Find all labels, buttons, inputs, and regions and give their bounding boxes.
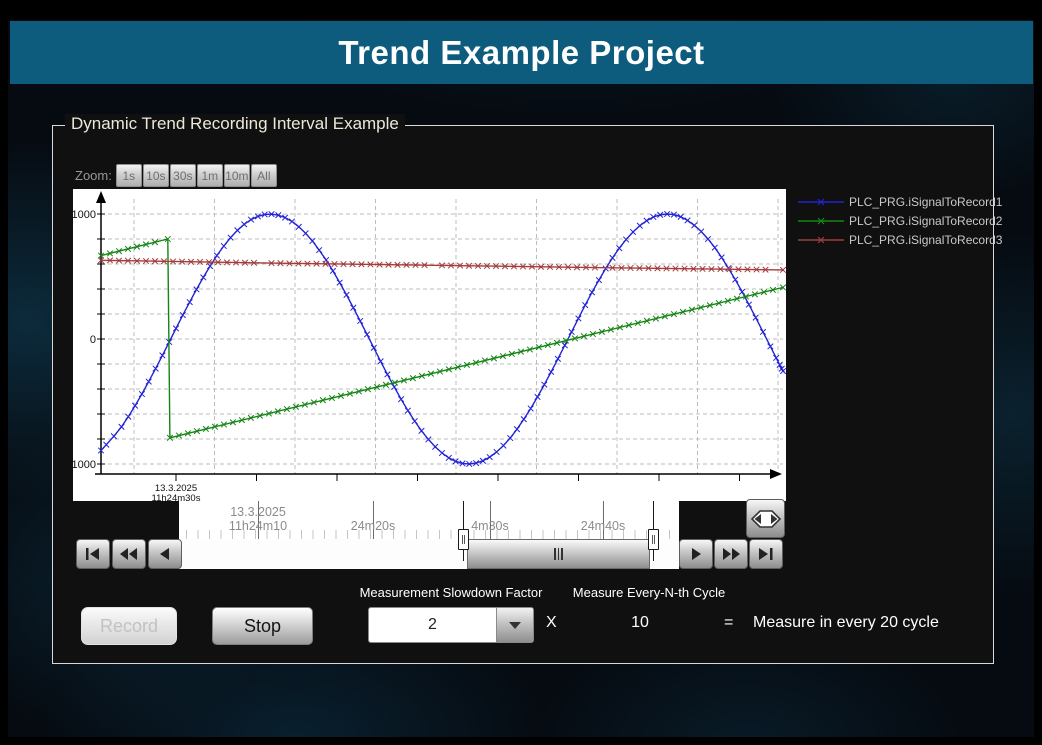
groupbox-title: Dynamic Trend Recording Interval Example — [65, 114, 405, 134]
fit-horizontal-icon — [750, 509, 781, 528]
svg-text:-1000: -1000 — [73, 459, 96, 471]
legend-line-green-icon — [798, 217, 844, 224]
ruler-time-label: 13.3.2025 11h24m10 — [228, 505, 288, 533]
svg-text:11h24m30s: 11h24m30s — [152, 493, 201, 501]
go-last-icon — [759, 548, 773, 560]
zoom-toolbar: Zoom: 1s 10s 30s 1m 10m All — [75, 164, 278, 187]
nth-value: 10 — [631, 614, 649, 631]
zoom-button-10m[interactable]: 10m — [223, 164, 250, 187]
zoom-button-1s[interactable]: 1s — [115, 164, 142, 187]
ruler-time-label: 24m20s — [350, 519, 396, 533]
step-back-button[interactable] — [148, 539, 182, 569]
go-first-icon — [86, 548, 99, 560]
fast-forward-icon — [723, 548, 740, 560]
record-button[interactable]: Record — [81, 607, 177, 645]
ruler-major-tick — [373, 501, 374, 539]
fast-rewind-icon — [120, 548, 137, 560]
go-last-button[interactable] — [749, 539, 783, 569]
go-first-button[interactable] — [76, 539, 110, 569]
svg-text:13.3.2025: 13.3.2025 — [155, 483, 197, 494]
step-forward-button[interactable] — [679, 539, 713, 569]
zoom-label: Zoom: — [75, 168, 112, 183]
zoom-button-all[interactable]: All — [250, 164, 277, 187]
ruler-major-tick — [258, 501, 259, 539]
slowdown-dropdown[interactable]: 2 — [368, 607, 534, 643]
zoom-button-1m[interactable]: 1m — [196, 164, 223, 187]
legend-item: PLC_PRG.iSignalToRecord1 — [798, 192, 1002, 211]
chevron-down-icon — [509, 621, 521, 629]
fast-rewind-button[interactable] — [112, 539, 146, 569]
nth-cycle-caption: Measure Every-N-th Cycle — [572, 585, 726, 600]
range-start-handle[interactable] — [458, 529, 469, 550]
ruler-time-label: 24m40s — [580, 519, 626, 533]
range-end-handle[interactable] — [648, 529, 659, 550]
title-bar: Trend Example Project — [10, 21, 1033, 84]
page-title: Trend Example Project — [338, 33, 705, 71]
legend-item: PLC_PRG.iSignalToRecord2 — [798, 211, 1002, 230]
scrollbar-thumb[interactable] — [467, 539, 650, 569]
zoom-button-10s[interactable]: 10s — [142, 164, 169, 187]
trend-groupbox: Dynamic Trend Recording Interval Example… — [52, 114, 1002, 664]
legend-line-red-icon — [798, 236, 844, 243]
step-back-icon — [160, 548, 169, 560]
svg-text:0: 0 — [90, 334, 96, 346]
equals-sign: = — [724, 614, 734, 631]
zoom-button-30s[interactable]: 30s — [169, 164, 196, 187]
legend-label: PLC_PRG.iSignalToRecord2 — [849, 213, 1003, 228]
slowdown-value[interactable]: 2 — [428, 616, 437, 633]
fit-horizontal-button[interactable] — [746, 499, 785, 538]
time-ruler[interactable]: 13.3.2025 11h24m10 24m20s 4m30s 24m40s — [179, 501, 679, 540]
times-operator: X — [546, 614, 557, 631]
result-text: Measure in every 20 cycle — [753, 614, 939, 631]
scrollbar-track[interactable] — [179, 539, 679, 569]
chart-legend: PLC_PRG.iSignalToRecord1 PLC_PRG.iSignal… — [798, 192, 1002, 249]
legend-line-blue-icon — [798, 198, 844, 205]
ruler-major-tick — [603, 501, 604, 539]
dropdown-arrow-button[interactable] — [496, 608, 533, 642]
fast-forward-button[interactable] — [714, 539, 748, 569]
ruler-time-label: 4m30s — [471, 519, 509, 533]
slowdown-caption: Measurement Slowdown Factor — [359, 585, 543, 600]
ruler-major-tick — [490, 501, 491, 539]
legend-label: PLC_PRG.iSignalToRecord3 — [849, 232, 1003, 247]
svg-text:1000: 1000 — [73, 209, 96, 221]
stop-button[interactable]: Stop — [212, 607, 313, 645]
legend-item: PLC_PRG.iSignalToRecord3 — [798, 230, 1002, 249]
step-forward-icon — [692, 548, 701, 560]
legend-label: PLC_PRG.iSignalToRecord1 — [849, 194, 1003, 209]
